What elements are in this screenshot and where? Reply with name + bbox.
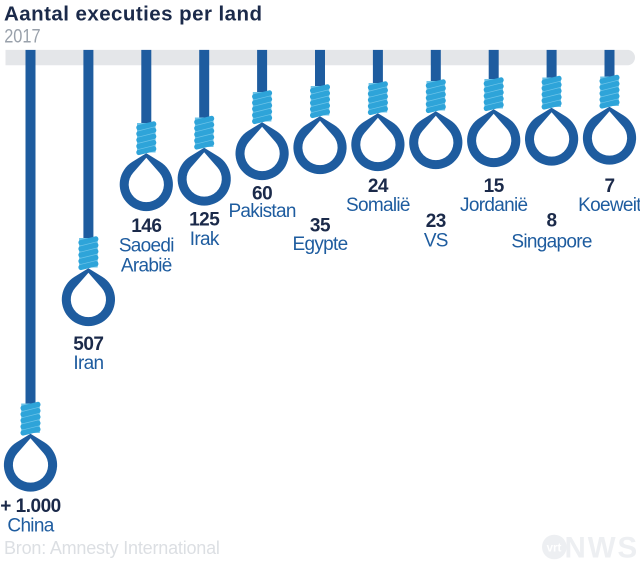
- svg-text:Jordanië: Jordanië: [460, 195, 527, 216]
- svg-text:146: 146: [131, 216, 161, 237]
- svg-text:+ 1.000: + 1.000: [0, 496, 60, 517]
- svg-text:8: 8: [547, 211, 557, 232]
- svg-text:Irak: Irak: [190, 229, 220, 250]
- svg-text:125: 125: [189, 210, 220, 231]
- svg-text:Somalië: Somalië: [346, 195, 410, 216]
- svg-text:Bron: Amnesty International: Bron: Amnesty International: [4, 538, 220, 558]
- svg-text:Saoedi: Saoedi: [119, 236, 174, 257]
- svg-text:507: 507: [73, 334, 103, 355]
- svg-text:15: 15: [484, 176, 505, 197]
- svg-text:Iran: Iran: [73, 353, 103, 374]
- svg-text:24: 24: [368, 176, 389, 197]
- svg-text:7: 7: [604, 176, 614, 197]
- svg-text:Singapore: Singapore: [511, 231, 591, 252]
- svg-text:NWS: NWS: [565, 532, 640, 564]
- svg-text:Aantal executies per land: Aantal executies per land: [4, 3, 262, 26]
- svg-text:Pakistan: Pakistan: [228, 201, 295, 222]
- svg-text:vrt: vrt: [547, 542, 562, 554]
- svg-text:23: 23: [426, 211, 446, 232]
- svg-text:Arabië: Arabië: [121, 255, 172, 276]
- svg-text:2017: 2017: [4, 25, 40, 47]
- svg-text:VS: VS: [424, 230, 448, 251]
- svg-text:Koeweit: Koeweit: [578, 195, 640, 216]
- svg-text:35: 35: [310, 216, 331, 237]
- svg-text:Egypte: Egypte: [293, 234, 348, 255]
- svg-text:60: 60: [252, 183, 272, 204]
- svg-text:China: China: [7, 516, 54, 537]
